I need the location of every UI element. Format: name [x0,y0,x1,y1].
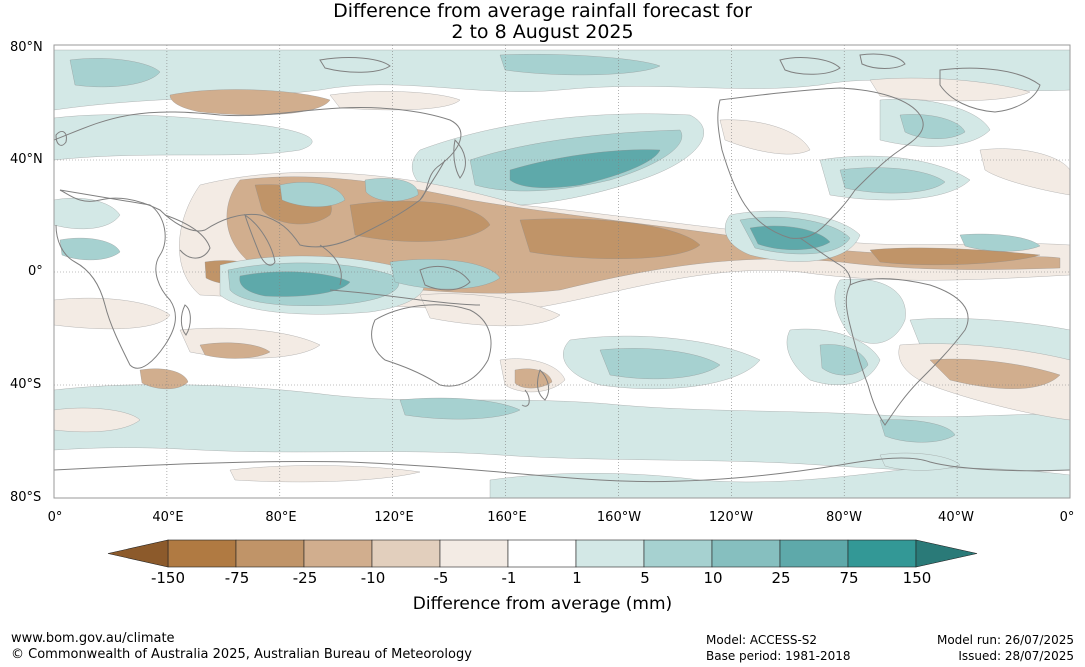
lon-label-0-west: 0° [47,510,63,525]
wet-anomaly-region [399,397,521,420]
wet-anomaly-region [279,182,346,207]
colorbar-min-arrow [107,539,169,568]
footer-base-period: Base period: 1981-2018 [706,649,851,663]
wet-anomaly-region [239,271,351,297]
dry-anomaly-region [54,407,141,433]
wet-anomaly-region [819,344,869,376]
colorbar-max-arrow [915,539,978,568]
colorbar-label: 10 [703,569,723,587]
lon-label-160e: 160°E [487,510,527,525]
footer-model: Model: ACCESS-S2 [706,633,818,647]
lon-label-120e: 120°E [374,510,414,525]
lon-label-40w: 40°W [938,510,974,525]
colorbar-swatch [167,539,237,568]
colorbar-label: -25 [292,569,318,587]
wet-anomaly-region [364,178,419,202]
colorbar-label: 25 [771,569,791,587]
graticule [54,45,1070,498]
wet-anomaly-region [509,149,661,188]
dry-anomaly-region [54,297,171,330]
lat-label-80n: 80°N [10,40,43,55]
colorbar-swatch [711,539,781,568]
lon-label-160w: 160°W [596,510,642,525]
dry-anomaly-region [929,358,1061,389]
lon-label-80w: 80°W [826,510,862,525]
colorbar-label: 5 [640,569,650,587]
lon-label-0-east: 0° [1059,510,1075,525]
dry-anomaly-region [719,119,811,155]
colorbar-label: 150 [902,569,932,587]
lon-label-120w: 120°W [708,510,754,525]
wet-anomaly-region [834,278,906,344]
dry-anomaly-region [869,247,1041,265]
colorbar-swatch [507,539,577,568]
dry-anomaly-region [329,91,461,111]
dry-anomaly-region [229,465,421,483]
wet-anomaly-region [879,419,956,443]
colorbar-label: -10 [360,569,386,587]
wet-anomaly-region [59,237,121,261]
lat-label-80s: 80°S [10,490,42,505]
wet-anomaly-region [54,114,313,161]
wet-anomaly-region [599,348,721,380]
wet-anomaly-region [389,259,501,290]
colorbar-swatch [439,539,509,568]
colorbar-label: 75 [839,569,859,587]
lon-label-80e: 80°E [265,510,297,525]
map-title-line-1: Difference from average rainfall forecas… [333,0,752,22]
colorbar-label: 1 [572,569,582,587]
colorbar-swatch [303,539,373,568]
lat-label-40s: 40°S [10,377,42,392]
colorbar [107,539,978,568]
lat-label-40n: 40°N [10,152,43,167]
colorbar-label: -150 [150,569,186,587]
dry-anomaly-region [419,293,561,327]
colorbar-swatch [643,539,713,568]
colorbar-swatch [575,539,645,568]
colorbar-label: -1 [501,569,517,587]
footer-website: www.bom.gov.au/climate [11,631,175,646]
map-frame [53,44,1071,499]
colorbar-label: -75 [224,569,250,587]
dry-anomaly-region [139,368,189,390]
colorbar-label: -5 [433,569,449,587]
dry-anomaly-region [519,218,701,259]
wet-anomaly-region [959,233,1041,252]
colorbar-title: Difference from average (mm) [412,594,673,614]
footer-issued: Issued: 28/07/2025 [958,649,1074,663]
wet-anomaly-region [839,167,946,194]
wet-anomaly-region [54,197,121,230]
dry-anomaly-region [349,200,491,242]
map-title-line-2: 2 to 8 August 2025 [451,21,634,43]
lat-label-0: 0° [28,264,43,279]
wet-anomaly-region [899,114,966,139]
coastlines [54,53,1070,483]
anomaly-field [54,49,1070,498]
wet-anomaly-region [499,54,661,76]
dry-anomaly-region [199,342,271,359]
wet-anomaly-region [879,452,961,471]
colorbar-swatch [371,539,441,568]
lon-label-40e: 40°E [152,510,184,525]
footer-copyright: © Commonwealth of Australia 2025, Austra… [11,647,472,662]
colorbar-swatch [779,539,849,568]
footer-model-run: Model run: 26/07/2025 [936,633,1074,647]
colorbar-swatch [235,539,305,568]
wet-anomaly-region [69,58,161,88]
dry-anomaly-region [869,77,1031,102]
colorbar-swatch [847,539,917,568]
